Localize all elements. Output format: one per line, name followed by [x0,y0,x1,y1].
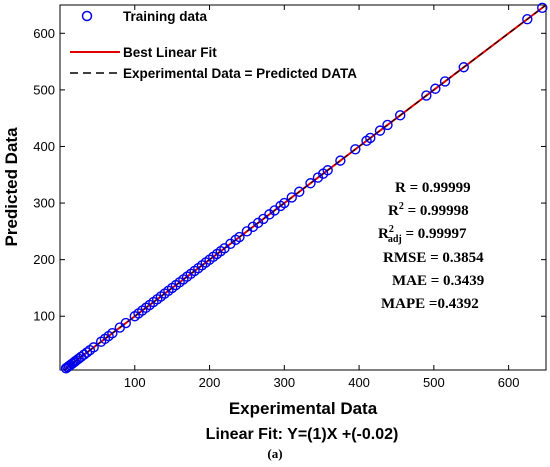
data-point [120,317,131,329]
stat-mape: MAPE =0.4392 [381,296,479,312]
axes-layer: 100 200 300 400 500 600 100 200 300 400 500 600 [33,5,546,390]
y-tick-label: 100 [33,309,55,324]
identity-line [63,4,547,371]
x-tick-label: 200 [199,375,221,390]
lines-layer [63,4,547,371]
data-point [382,119,393,131]
data-point [439,76,451,87]
stat-rmse: RMSE = 0.3854 [383,250,484,266]
data-point [234,231,245,243]
data-point [305,178,316,189]
x-tick-label: 500 [423,375,445,390]
y-tick-label: 500 [33,82,55,97]
y-axis-title: Predicted Data [2,127,21,247]
legend: Training data Best Linear Fit Experiment… [70,9,357,81]
legend-marker-training-data [81,10,93,22]
panel-label: (a) [267,446,282,461]
data-point [458,62,469,73]
x-tick-label: 600 [498,375,520,390]
legend-label-training-data: Training data [123,9,208,24]
data-point [335,155,346,166]
data-point [395,110,406,121]
data-point [365,132,376,144]
data-point [81,347,93,358]
y-tick-label: 300 [33,196,55,211]
x-axis-title: Experimental Data [229,399,378,418]
stat-r2: R2 = 0.99998 [388,201,469,219]
data-point [350,144,361,155]
data-point [322,165,333,176]
statistics-box: R = 0.99999 R2 = 0.99998 R2 adj = 0.99997… [378,180,484,312]
y-tick-label: 400 [33,139,55,154]
data-point [279,197,290,209]
fit-equation: Linear Fit: Y=(1)X +(-0.02) [206,426,399,443]
stat-r2-adj: R2 adj = 0.99997 [378,224,467,245]
y-tick-label: 600 [33,26,55,41]
data-point [537,2,548,14]
x-tick-label: 400 [348,375,370,390]
data-point [421,90,432,101]
data-point [522,13,533,25]
x-tick-label: 100 [124,375,146,390]
points-layer [60,2,548,374]
y-tick-label: 200 [33,252,55,267]
legend-label-best-fit: Best Linear Fit [123,45,217,60]
stat-mae: MAE = 0.3439 [392,273,484,289]
data-point [294,186,305,197]
data-point [88,342,99,353]
stat-r: R = 0.99999 [395,180,471,196]
data-point [107,328,118,339]
legend-label-identity: Experimental Data = Predicted DATA [123,66,357,81]
data-point [430,83,441,94]
data-point [286,192,297,203]
x-tick-label: 300 [273,375,295,390]
data-point [374,125,386,136]
